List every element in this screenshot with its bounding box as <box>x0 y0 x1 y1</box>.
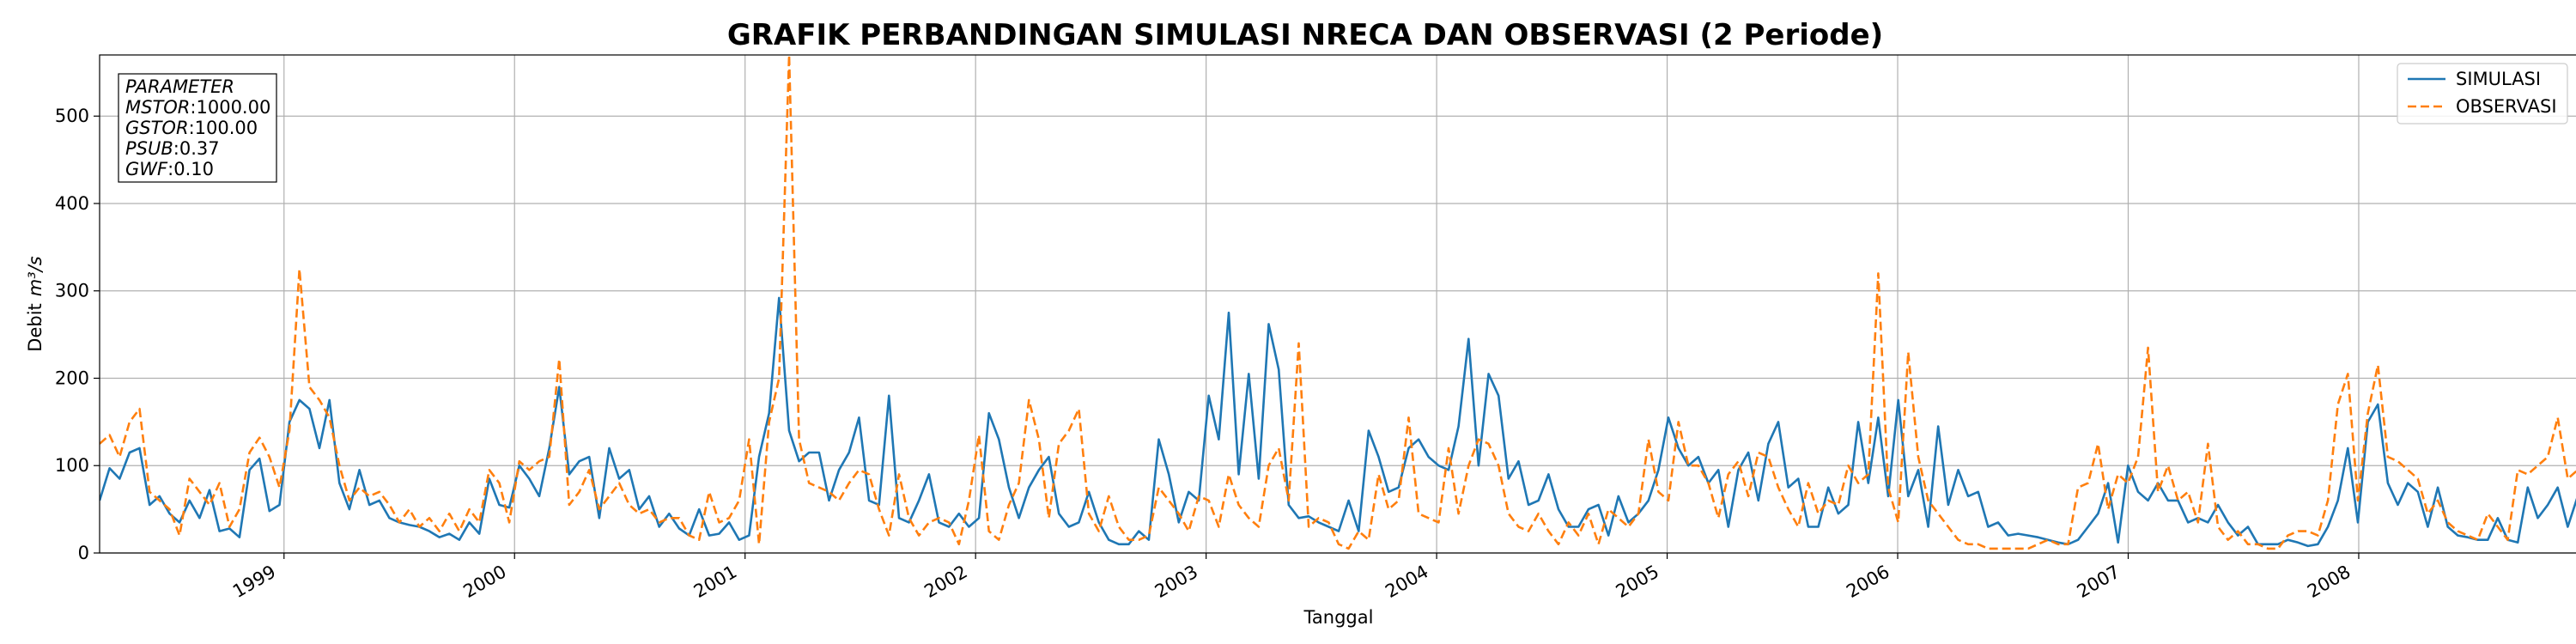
y-tick-label-300: 300 <box>55 281 89 301</box>
parameter-psub-colon: : <box>173 138 179 159</box>
parameter-mstor-key: MSTOR <box>125 97 190 118</box>
x-tick-label-2003: 2003 <box>1151 562 1201 603</box>
x-axis-label: Tanggal <box>1303 607 1374 628</box>
parameter-mstor: MSTOR:1000.00 <box>125 97 270 118</box>
parameter-gwf-colon: : <box>167 159 173 179</box>
y-tick-label-0: 0 <box>78 543 89 563</box>
y-tick-label-500: 500 <box>55 106 89 126</box>
legend-label-simulasi: SIMULASI <box>2456 69 2541 89</box>
parameter-gwf-key: GWF <box>125 159 168 179</box>
chart-title: GRAFIK PERBANDINGAN SIMULASI NRECA DAN O… <box>727 18 1883 52</box>
parameter-gstor-colon: : <box>189 118 195 138</box>
parameter-box-frame <box>118 73 277 183</box>
y-axis: 0 100 200 300 400 500 <box>55 106 100 563</box>
series-layer <box>100 55 2576 550</box>
y-tick-label-400: 400 <box>55 193 89 214</box>
x-tick-label-1999: 1999 <box>229 562 279 603</box>
parameter-gstor-key: GSTOR <box>125 118 189 138</box>
x-tick-label-2002: 2002 <box>920 562 970 603</box>
parameter-gwf: GWF:0.10 <box>125 159 214 179</box>
y-tick-label-100: 100 <box>55 455 89 476</box>
x-tick-label-2004: 2004 <box>1382 562 1431 603</box>
plot-frame <box>99 54 2576 554</box>
x-tick-label-2007: 2007 <box>2074 562 2123 603</box>
x-tick-label-2005: 2005 <box>1613 562 1662 603</box>
grid <box>100 55 2576 554</box>
x-tick-label-2006: 2006 <box>1843 562 1893 603</box>
y-tick-label-200: 200 <box>55 368 89 388</box>
parameter-gwf-value: 0.10 <box>173 159 214 179</box>
parameter-heading: PARAMETER <box>125 76 234 97</box>
x-tick-label-2001: 2001 <box>690 562 740 603</box>
y-axis-label-unit: m³/s <box>25 256 46 296</box>
parameter-psub-key: PSUB <box>125 138 173 159</box>
x-tick-label-2008: 2008 <box>2304 562 2354 603</box>
legend: SIMULASI OBSERVASI <box>2397 63 2568 125</box>
parameter-mstor-colon: : <box>190 97 196 118</box>
y-axis-label-text: Debit <box>25 303 46 352</box>
parameter-gstor-value: 100.00 <box>195 118 258 138</box>
y-axis-label: Debit m³/s <box>25 256 46 351</box>
x-axis: 1999 2000 2001 2002 2003 2004 2005 2006 2007 2008 <box>229 553 2360 603</box>
series-line-observasi <box>100 55 2576 550</box>
plot-area <box>100 55 2576 550</box>
series-line-simulasi <box>100 296 2576 548</box>
parameter-psub-value: 0.37 <box>179 138 220 159</box>
parameter-mstor-value: 1000.00 <box>196 97 270 118</box>
parameter-box: PARAMETER MSTOR:1000.00 GSTOR:100.00 PSU… <box>118 73 277 183</box>
parameter-gstor: GSTOR:100.00 <box>125 118 258 138</box>
parameter-psub: PSUB:0.37 <box>125 138 220 159</box>
legend-label-observasi: OBSERVASI <box>2456 96 2557 117</box>
x-tick-label-2000: 2000 <box>459 562 509 603</box>
